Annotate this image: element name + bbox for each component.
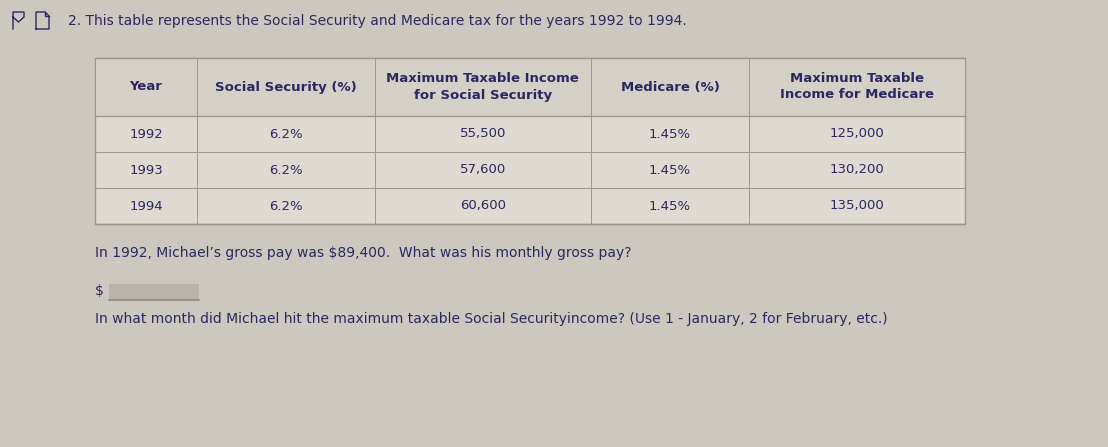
- Text: 1.45%: 1.45%: [649, 164, 691, 177]
- Text: In what month did Michael hit the maximum taxable Social Security​income? (Use 1: In what month did Michael hit the maximu…: [95, 312, 888, 326]
- Text: 1.45%: 1.45%: [649, 199, 691, 212]
- Text: 6.2%: 6.2%: [269, 199, 302, 212]
- Text: 57,600: 57,600: [460, 164, 506, 177]
- Text: 2. This table represents the Social Security and Medicare tax for the years 1992: 2. This table represents the Social Secu…: [68, 14, 687, 28]
- Text: 6.2%: 6.2%: [269, 127, 302, 140]
- Text: 1.45%: 1.45%: [649, 127, 691, 140]
- Text: In 1992, Michael’s gross pay was $89,400.  What was his monthly gross pay?: In 1992, Michael’s gross pay was $89,400…: [95, 246, 632, 260]
- Text: Social Security (%): Social Security (%): [215, 80, 357, 93]
- FancyBboxPatch shape: [109, 284, 199, 300]
- Text: 55,500: 55,500: [460, 127, 506, 140]
- Text: 1994: 1994: [130, 199, 163, 212]
- Text: 1993: 1993: [130, 164, 163, 177]
- Text: Year: Year: [130, 80, 163, 93]
- FancyBboxPatch shape: [95, 58, 965, 116]
- Text: 135,000: 135,000: [830, 199, 884, 212]
- Text: 1992: 1992: [130, 127, 163, 140]
- FancyBboxPatch shape: [95, 58, 965, 224]
- Text: 130,200: 130,200: [830, 164, 884, 177]
- Text: 60,600: 60,600: [460, 199, 505, 212]
- Text: Medicare (%): Medicare (%): [620, 80, 719, 93]
- Text: 125,000: 125,000: [830, 127, 884, 140]
- Text: $: $: [95, 284, 104, 298]
- Text: 6.2%: 6.2%: [269, 164, 302, 177]
- Text: Maximum Taxable Income
for Social Security: Maximum Taxable Income for Social Securi…: [387, 72, 579, 101]
- Text: Maximum Taxable
Income for Medicare: Maximum Taxable Income for Medicare: [780, 72, 934, 101]
